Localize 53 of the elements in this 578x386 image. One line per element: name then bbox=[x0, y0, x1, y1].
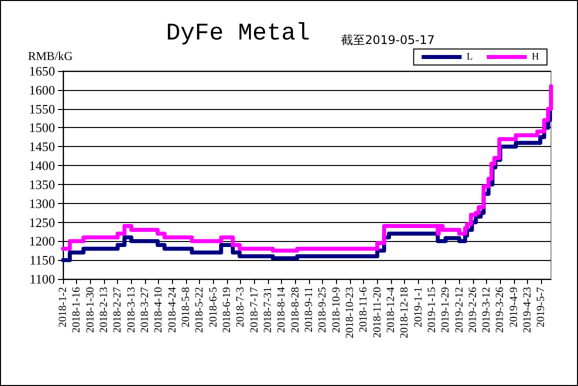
y-tick-label: 1500 bbox=[29, 120, 55, 136]
x-tick-label: 2019-2-12 bbox=[453, 287, 466, 333]
chart-title: DyFe Metal bbox=[166, 20, 310, 48]
y-tick-label: 1650 bbox=[29, 64, 55, 78]
x-tick-label: 2019-1-29 bbox=[440, 286, 452, 333]
x-tick-label: 2018-7-3 bbox=[234, 286, 247, 328]
x-tick-label: 2018-12-18 bbox=[398, 286, 411, 338]
y-tick-label: 1250 bbox=[29, 214, 55, 230]
x-tick-label: 2018-7-31 bbox=[262, 287, 274, 333]
y-tick-label: 1550 bbox=[29, 101, 55, 116]
y-tick-label: 1300 bbox=[29, 196, 55, 211]
x-tick-label: 2018-8-28 bbox=[289, 286, 302, 333]
y-tick-label: 1150 bbox=[29, 252, 55, 268]
x-tick-label: 2018-10-9 bbox=[330, 286, 342, 333]
y-tick-label: 1400 bbox=[29, 158, 55, 174]
x-tick-label: 2019-3-26 bbox=[494, 286, 506, 333]
x-tick-label: 2018-10-23 bbox=[344, 286, 356, 338]
y-tick-label: 1200 bbox=[29, 234, 55, 249]
x-tick-label: 2018-3-27 bbox=[138, 286, 151, 333]
x-tick-label: 2018-1-2 bbox=[57, 287, 69, 328]
legend-label: H bbox=[532, 52, 540, 62]
y-tick-label: 1450 bbox=[29, 139, 55, 154]
legend-label: L bbox=[466, 52, 473, 62]
y-tick-label: 1350 bbox=[29, 176, 55, 192]
x-tick-label: 2018-2-13 bbox=[98, 286, 110, 333]
x-tick-label: 2018-4-24 bbox=[166, 286, 178, 333]
chart-subtitle: 截至2019-05-17 bbox=[341, 33, 435, 47]
x-tick-label: 2019-1-15 bbox=[426, 286, 438, 333]
x-tick-label: 2019-3-12 bbox=[480, 287, 493, 333]
x-tick-label: 2018-6-19 bbox=[220, 286, 233, 333]
x-tick-label: 2018-6-5 bbox=[207, 286, 220, 328]
x-tick-label: 2018-9-11 bbox=[302, 287, 315, 332]
x-tick-label: 2019-4-23 bbox=[522, 286, 534, 333]
x-tick-label: 2018-7-17 bbox=[248, 286, 260, 333]
x-tick-label: 2018-9-25 bbox=[316, 286, 329, 333]
x-tick-label: 2018-4-10 bbox=[152, 286, 165, 333]
y-axis-title: RMB/kG bbox=[28, 49, 74, 63]
x-tick-label: 2018-5-22 bbox=[194, 287, 206, 333]
x-tick-label: 2018-3-13 bbox=[125, 286, 138, 333]
x-tick-label: 2018-1-16 bbox=[70, 286, 83, 333]
x-tick-label: 2018-11-6 bbox=[358, 286, 370, 332]
x-tick-label: 2018-8-14 bbox=[276, 286, 288, 333]
x-tick-label: 2018-5-8 bbox=[180, 286, 192, 328]
x-tick-label: 2018-1-30 bbox=[84, 286, 96, 333]
x-tick-label: 2018-12-4 bbox=[384, 286, 397, 333]
y-tick-label: 1100 bbox=[29, 272, 55, 286]
y-tick-label: 1600 bbox=[29, 82, 55, 98]
x-tick-label: 2018-11-20 bbox=[371, 286, 384, 338]
x-tick-label: 2019-1-1 bbox=[412, 287, 424, 328]
x-tick-label: 2019-5-7 bbox=[535, 286, 548, 328]
x-tick-label: 2019-2-26 bbox=[466, 286, 479, 333]
x-tick-label: 2018-2-27 bbox=[112, 286, 124, 333]
x-tick-label: 2019-4-9 bbox=[508, 286, 520, 328]
